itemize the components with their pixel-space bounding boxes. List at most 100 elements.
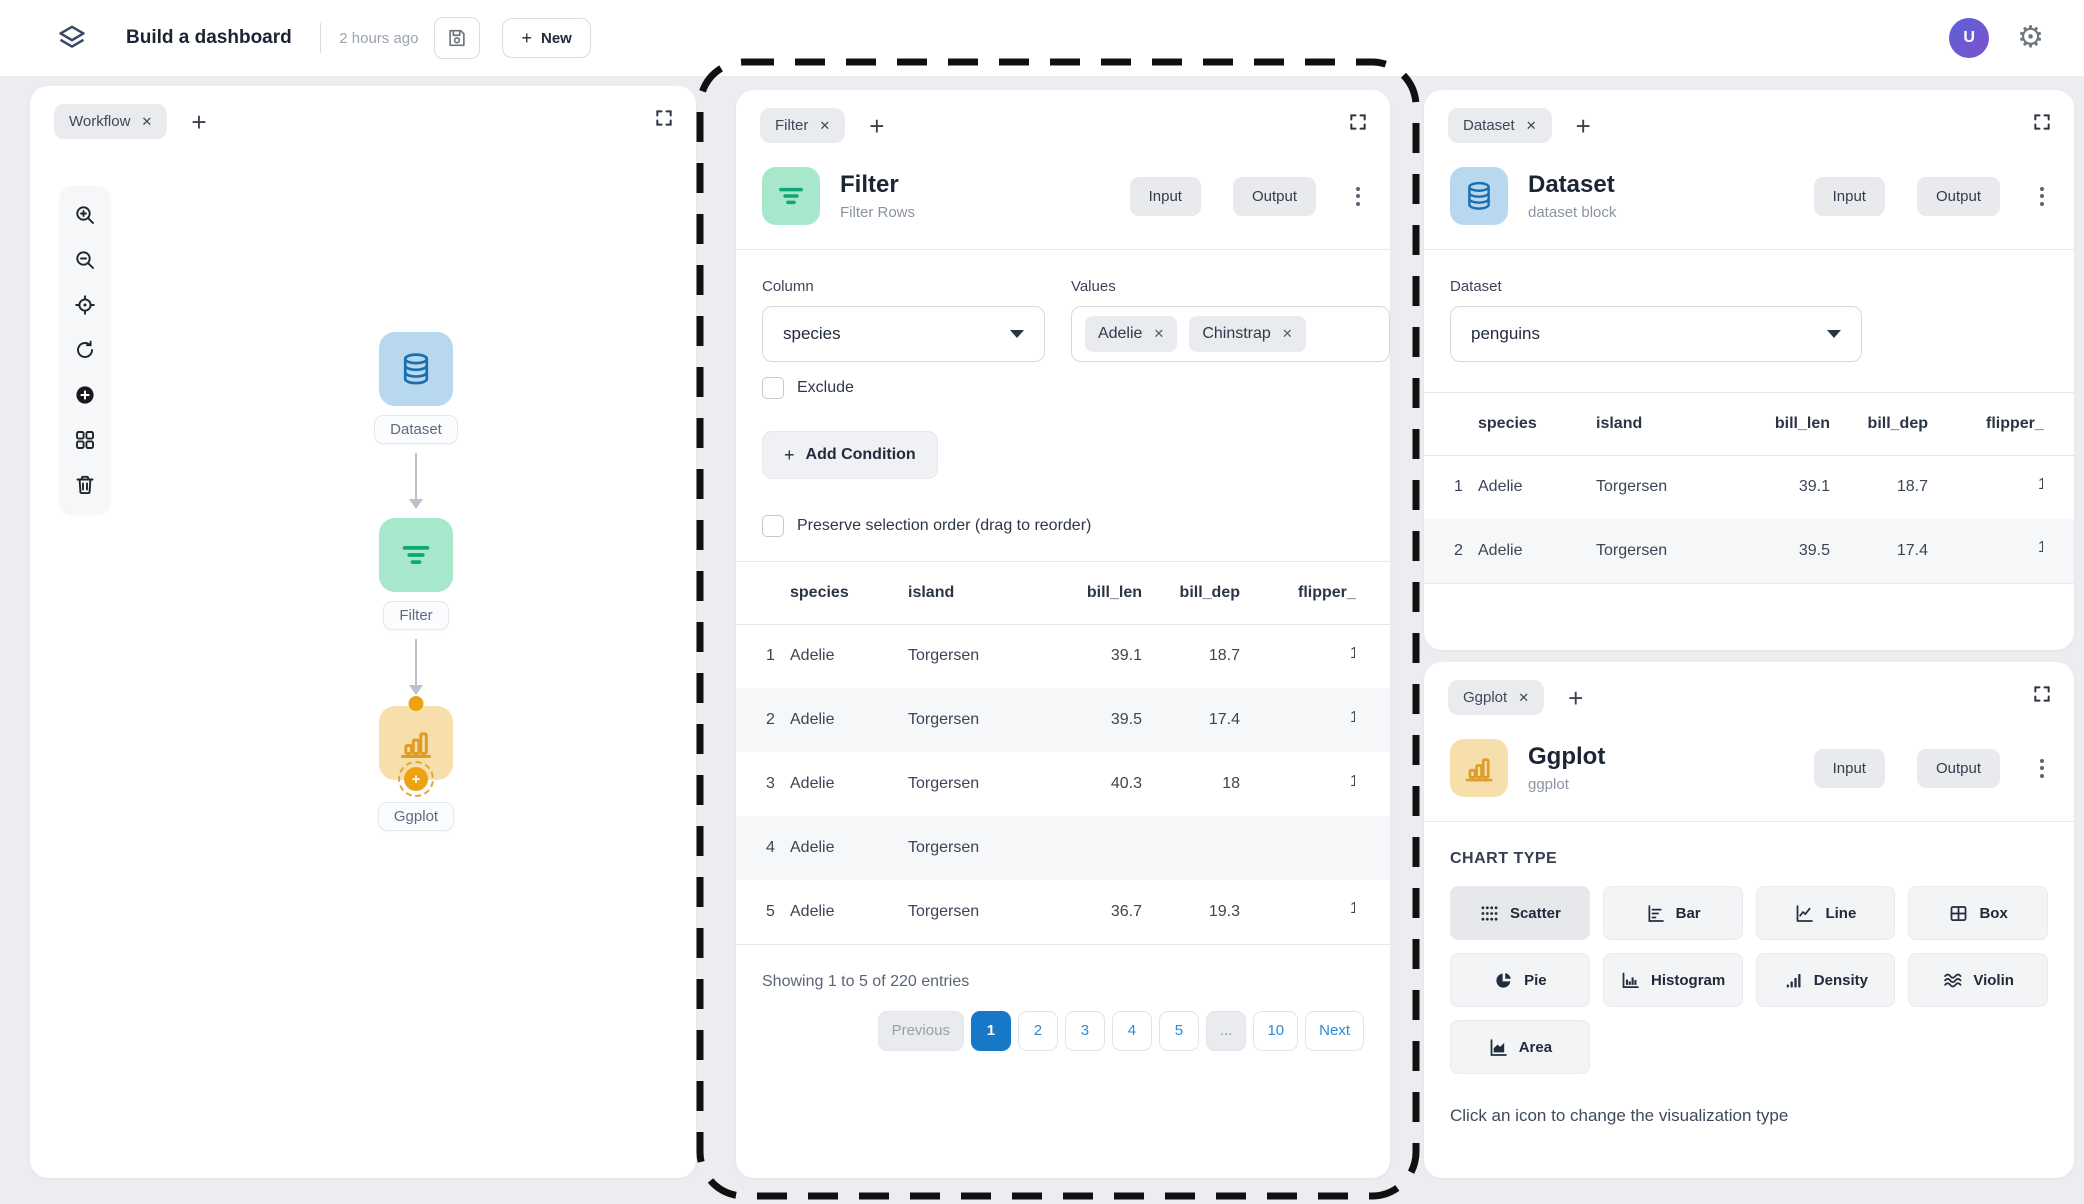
node-ggplot-label[interactable]: Ggplot [377, 802, 455, 831]
block-title: Ggplot [1528, 743, 1606, 770]
table-row[interactable]: 3 Adelie Torgersen 40.3 18 1 [766, 772, 1355, 793]
zoom-out-icon[interactable] [72, 247, 98, 273]
settings-gear-icon[interactable]: ⚙ [2017, 21, 2044, 54]
chart-type-pie[interactable]: Pie [1450, 953, 1590, 1007]
pagination-page-10[interactable]: 10 [1253, 1010, 1299, 1051]
value-chip[interactable]: Adelie ✕ [1084, 316, 1178, 352]
input-port-dot[interactable] [408, 696, 424, 711]
scatter-dots-icon [1479, 903, 1500, 924]
values-input[interactable]: Adelie ✕ Chinstrap ✕ [1070, 306, 1390, 362]
col-header-species[interactable]: species [1478, 414, 1537, 432]
kebab-menu-icon[interactable] [2036, 755, 2048, 782]
output-button[interactable]: Output [1232, 176, 1316, 216]
new-button[interactable]: + New [502, 18, 591, 58]
node-filter-label[interactable]: Filter [383, 601, 449, 630]
remove-chip-icon[interactable]: ✕ [1281, 326, 1293, 341]
chart-type-hint: Click an icon to change the visualizatio… [1450, 1106, 1789, 1125]
close-icon[interactable]: ✕ [1518, 690, 1530, 705]
input-button[interactable]: Input [1129, 176, 1201, 216]
col-header-flipper[interactable]: flipper_ [1986, 414, 2044, 432]
close-icon[interactable]: ✕ [1525, 118, 1537, 133]
fullscreen-icon[interactable] [654, 108, 674, 128]
tab-filter[interactable]: Filter ✕ [760, 108, 846, 143]
add-tab-button[interactable]: + [869, 110, 885, 141]
add-node-icon[interactable] [72, 382, 98, 408]
remove-chip-icon[interactable]: ✕ [1153, 326, 1165, 341]
col-header-island[interactable]: island [908, 583, 955, 601]
close-icon[interactable]: ✕ [819, 118, 831, 133]
column-select[interactable]: species [762, 306, 1045, 362]
chart-type-density[interactable]: Density [1755, 953, 1896, 1007]
refresh-icon[interactable] [72, 337, 98, 363]
chevron-down-icon [1009, 330, 1024, 338]
kebab-menu-icon[interactable] [1352, 183, 1364, 210]
output-button[interactable]: Output [1916, 748, 2000, 788]
value-chip[interactable]: Chinstrap ✕ [1189, 316, 1306, 352]
chart-type-area[interactable]: Area [1450, 1020, 1590, 1074]
preserve-order-row: Preserve selection order (drag to reorde… [762, 515, 1364, 537]
chart-type-histogram[interactable]: Histogram [1602, 953, 1743, 1007]
pagination-next[interactable]: Next [1305, 1010, 1364, 1051]
tab-ggplot[interactable]: Ggplot ✕ [1448, 680, 1545, 715]
add-downstream-button[interactable]: + [398, 761, 434, 797]
table-row[interactable]: 5 Adelie Torgersen 36.7 19.3 1 [736, 880, 1390, 944]
input-button[interactable]: Input [1813, 176, 1885, 216]
node-filter[interactable] [379, 518, 453, 592]
zoom-in-icon[interactable] [72, 202, 98, 228]
table-row[interactable]: 1 Adelie Torgersen 39.1 18.7 1 [766, 644, 1355, 665]
col-header-bill-dep[interactable]: bill_dep [1179, 583, 1240, 601]
pagination-page-2[interactable]: 2 [1017, 1010, 1058, 1051]
exclude-checkbox[interactable] [762, 377, 784, 399]
values-label: Values [1070, 278, 1116, 295]
table-row[interactable]: 4 Adelie Torgersen [736, 816, 1390, 880]
col-header-species[interactable]: species [790, 583, 849, 601]
preserve-order-checkbox[interactable] [762, 515, 784, 537]
col-header-bill-len[interactable]: bill_len [1774, 414, 1830, 432]
chart-type-box[interactable]: Box [1908, 886, 2048, 940]
kebab-menu-icon[interactable] [2036, 183, 2048, 210]
node-ggplot[interactable] [379, 706, 453, 780]
col-header-bill-len[interactable]: bill_len [1086, 583, 1142, 601]
pagination-page-3[interactable]: 3 [1064, 1010, 1105, 1051]
col-header-bill-dep[interactable]: bill_dep [1867, 414, 1928, 432]
pagination-ellipsis[interactable]: ... [1205, 1010, 1247, 1051]
add-tab-button[interactable]: + [191, 106, 207, 137]
chart-type-line[interactable]: Line [1755, 886, 1896, 940]
table-row[interactable]: 2 Adelie Torgersen 39.5 17.4 1 [1424, 519, 2074, 583]
input-button[interactable]: Input [1813, 748, 1885, 788]
add-tab-button[interactable]: + [1575, 110, 1591, 141]
tab-dataset[interactable]: Dataset ✕ [1448, 108, 1552, 143]
locate-icon[interactable] [72, 292, 98, 318]
add-condition-button[interactable]: + Add Condition [762, 431, 938, 479]
pagination: Previous 1 2 3 4 5 ... 10 Next [762, 1010, 1364, 1051]
bar-chart-horizontal-icon [1645, 903, 1666, 924]
layout-grid-icon[interactable] [72, 427, 98, 453]
pagination-page-1[interactable]: 1 [970, 1010, 1011, 1051]
fullscreen-icon[interactable] [2032, 112, 2052, 132]
fullscreen-icon[interactable] [2032, 684, 2052, 704]
close-icon[interactable]: ✕ [141, 114, 153, 129]
chart-type-scatter[interactable]: Scatter [1450, 886, 1590, 940]
block-title: Filter [840, 171, 899, 198]
node-dataset-label[interactable]: Dataset [374, 415, 458, 444]
tab-workflow[interactable]: Workflow ✕ [54, 104, 168, 139]
dataset-select[interactable]: penguins [1450, 306, 1862, 362]
col-header-flipper[interactable]: flipper_ [1298, 583, 1356, 601]
output-button[interactable]: Output [1916, 176, 2000, 216]
chart-type-bar[interactable]: Bar [1602, 886, 1743, 940]
pagination-page-4[interactable]: 4 [1111, 1010, 1152, 1051]
table-row[interactable]: 1 Adelie Torgersen 39.1 18.7 1 [1454, 475, 2043, 496]
col-header-island[interactable]: island [1596, 414, 1643, 432]
col-header-index[interactable] [736, 562, 790, 624]
node-dataset[interactable] [379, 332, 453, 406]
fullscreen-icon[interactable] [1348, 112, 1368, 132]
delete-trash-icon[interactable] [72, 472, 98, 498]
col-header-index[interactable] [1424, 393, 1478, 455]
pagination-previous[interactable]: Previous [877, 1010, 964, 1051]
add-tab-button[interactable]: + [1568, 682, 1584, 713]
save-button[interactable] [434, 17, 481, 59]
chart-type-violin[interactable]: Violin [1908, 953, 2048, 1007]
user-avatar[interactable]: U [1949, 18, 1990, 58]
table-row[interactable]: 2 Adelie Torgersen 39.5 17.4 1 [736, 688, 1390, 752]
pagination-page-5[interactable]: 5 [1158, 1010, 1199, 1051]
